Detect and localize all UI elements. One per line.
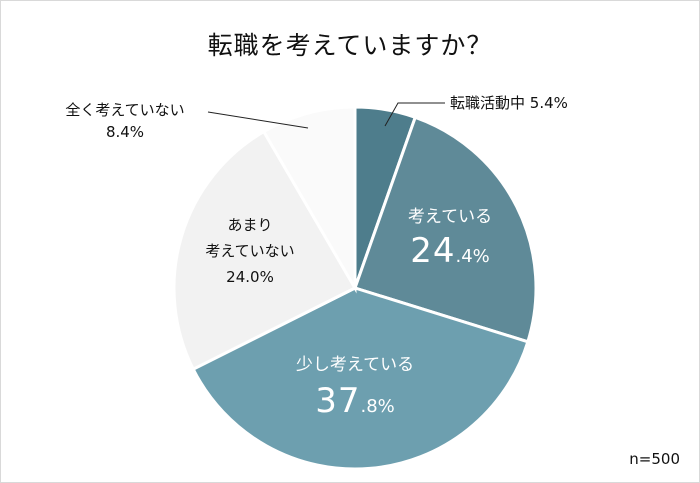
value-int: 24 bbox=[410, 231, 456, 271]
label-value: 8.4% bbox=[105, 123, 145, 141]
value-dec: .4% bbox=[455, 246, 490, 267]
label-name: 考えている bbox=[407, 207, 493, 227]
value-dec: .8% bbox=[360, 396, 395, 417]
label-thinking: 考えている 24.4% bbox=[390, 202, 510, 271]
pie-slice bbox=[261, 105, 357, 294]
pie-slice bbox=[353, 115, 538, 344]
label-somewhat: 少し考えている 37.8% bbox=[280, 350, 430, 421]
label-not-at-all: 全く考えていない 8.4% bbox=[40, 99, 210, 143]
label-name: 全く考えていない bbox=[65, 101, 185, 119]
leader-line-job-hunting bbox=[384, 102, 445, 127]
label-value: 37.8% bbox=[280, 381, 430, 421]
label-name-line1: あまり bbox=[227, 216, 273, 234]
chart-title: 転職を考えていますか？ bbox=[207, 31, 493, 60]
label-value: 24.4% bbox=[390, 231, 510, 271]
label-value: 5.4% bbox=[529, 94, 568, 112]
leader-line-not-at-all bbox=[207, 111, 309, 129]
label-job-hunting: 転職活動中 5.4% bbox=[450, 92, 568, 114]
value-int: 37 bbox=[315, 381, 361, 421]
label-not-much: あまり 考えていない 24.0% bbox=[185, 212, 315, 290]
label-name: 転職活動中 bbox=[450, 94, 526, 112]
label-value: 24.0% bbox=[226, 268, 274, 286]
pie-slice bbox=[172, 129, 358, 372]
label-name: 少し考えている bbox=[295, 355, 415, 375]
label-name-line2: 考えていない bbox=[205, 242, 295, 260]
sample-size: n=500 bbox=[629, 450, 680, 468]
pie-slice bbox=[191, 286, 530, 471]
